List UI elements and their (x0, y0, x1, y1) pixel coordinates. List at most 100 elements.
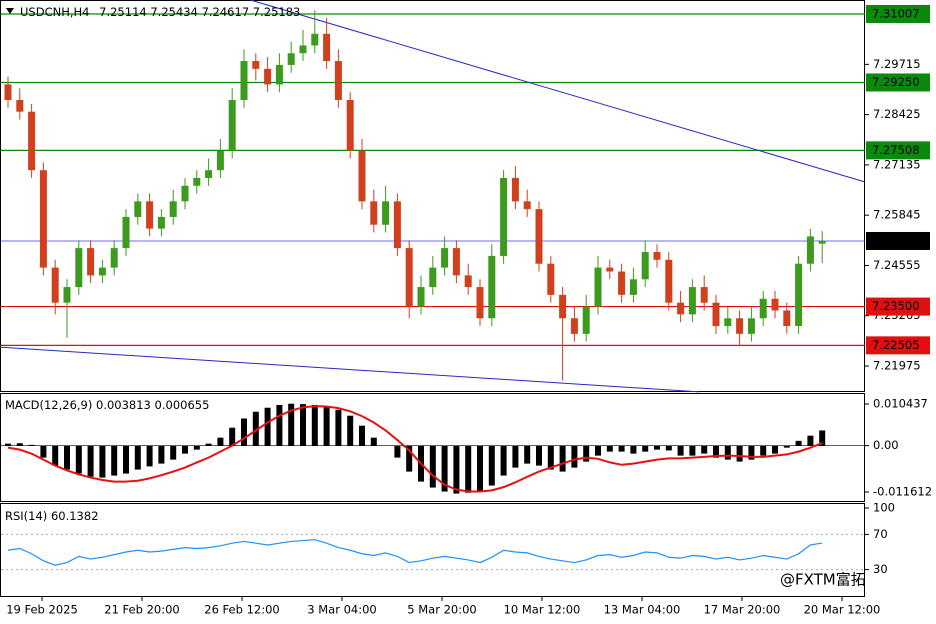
macd-bar (453, 445, 460, 494)
level-label-box (866, 73, 930, 92)
macd-bar (748, 445, 755, 460)
x-tick-label: 20 Mar 12:00 (804, 603, 881, 617)
macd-bar (252, 411, 259, 446)
candle-body (700, 287, 708, 303)
y-tick-label: 7.25845 (873, 208, 921, 222)
candle-body (606, 267, 614, 272)
candle-body (110, 248, 118, 268)
x-tick-label: 10 Mar 12:00 (504, 603, 581, 617)
rsi-pane (0, 503, 865, 597)
candle-body (146, 201, 154, 229)
macd-bar (323, 406, 330, 446)
macd-title: MACD(12,26,9) (5, 398, 92, 412)
candle-body (724, 318, 732, 327)
macd-bar (16, 443, 23, 446)
candle-body (311, 33, 319, 46)
macd-bar (583, 445, 590, 462)
open-value: 7.25114 (99, 5, 147, 19)
macd-bar (99, 445, 106, 478)
macd-bar (595, 445, 601, 456)
y-tick-label: 7.24555 (873, 258, 921, 272)
level-label: 7.29250 (872, 75, 920, 89)
macd-bar (559, 445, 566, 472)
macd-bar (28, 444, 35, 446)
candle-body (570, 318, 578, 334)
macd-bar (370, 437, 377, 446)
y-tick-label: 70 (873, 527, 888, 541)
candle-body (16, 100, 24, 112)
candle-body (240, 61, 248, 101)
macd-bar (182, 445, 188, 454)
macd-bar (288, 403, 295, 446)
macd-bar (217, 437, 224, 446)
candle-body (688, 287, 696, 315)
macd-bar (654, 445, 660, 450)
y-tick-label: -0.011612 (873, 484, 932, 498)
macd-bar (536, 445, 542, 466)
candle-body (665, 259, 673, 303)
level-label: 7.27508 (872, 143, 920, 157)
macd-bar (359, 425, 365, 446)
candle-body (134, 201, 142, 217)
level-label-box (866, 4, 930, 23)
macd-bar (724, 445, 731, 460)
candle-body (641, 252, 649, 280)
macd-bar (736, 445, 743, 462)
level-label: 7.22505 (872, 338, 920, 352)
signal-value: 0.000655 (155, 398, 210, 412)
macd-bar (193, 445, 200, 450)
macd-bar (229, 427, 236, 446)
macd-bar (606, 445, 613, 452)
candle-body (98, 267, 106, 276)
macd-bar (335, 409, 342, 446)
y-tick-label: 7.21975 (873, 359, 921, 373)
candle-body (594, 267, 602, 307)
macd-bar (665, 445, 672, 451)
macd-bar (300, 404, 306, 446)
candle-body (157, 216, 165, 229)
macd-bar (264, 407, 271, 446)
candle-body (323, 33, 331, 62)
macd-bar (819, 430, 826, 446)
candle-body (464, 275, 472, 288)
y-tick-label: 0.00 (873, 438, 899, 452)
macd-bar (441, 445, 448, 492)
macd-bar (630, 445, 637, 454)
rsi-title: RSI(14) (5, 509, 47, 523)
candle-body (358, 150, 366, 202)
bid-label: 7.25183 (872, 233, 920, 247)
candle-body (63, 287, 71, 303)
candle-body (405, 248, 413, 307)
macd-bar (783, 445, 790, 448)
level-label: 7.31007 (872, 6, 920, 20)
candle-body (382, 201, 390, 225)
macd-bar (170, 445, 177, 460)
signal-line (7, 405, 823, 493)
macd-bar (689, 445, 696, 456)
candle-body (87, 248, 95, 276)
candle-body (818, 240, 826, 244)
candle-body (535, 209, 543, 264)
x-tick-label: 21 Feb 20:00 (104, 603, 179, 617)
candle-body (417, 287, 425, 307)
candle-body (618, 271, 626, 295)
macd-bar (772, 445, 778, 454)
macd-bar (795, 440, 802, 446)
candle-body (653, 252, 661, 260)
candle-body (393, 201, 401, 249)
macd-bar (807, 435, 814, 446)
macd-bar (52, 445, 59, 466)
macd-bar (524, 445, 531, 464)
candle-body (771, 298, 779, 311)
macd-header: MACD(12,26,9) 0.003813 0.000655 (5, 398, 209, 412)
candle-body (559, 294, 567, 319)
x-tick-label: 5 Mar 20:00 (407, 603, 476, 617)
candle-body (441, 248, 449, 268)
macd-value: 0.003813 (96, 398, 151, 412)
candle-body (500, 177, 508, 256)
macd-bar (713, 445, 719, 458)
y-tick-label: 7.28425 (873, 107, 921, 121)
candle-body (28, 111, 36, 171)
macd-bar (701, 445, 708, 454)
macd-pane (0, 393, 865, 502)
